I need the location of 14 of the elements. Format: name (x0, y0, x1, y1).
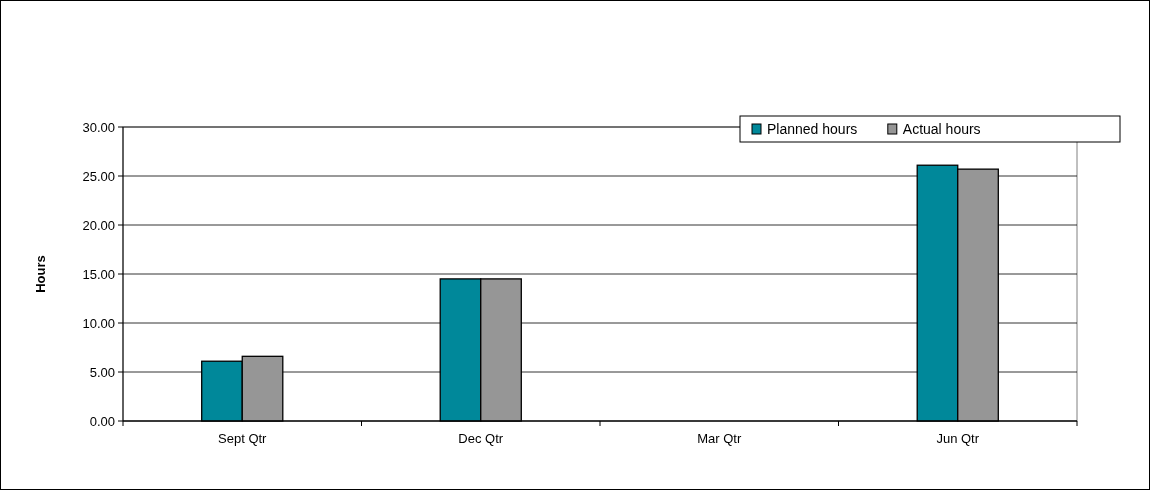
y-tick-label: 15.00 (82, 266, 115, 282)
y-tick-label: 30.00 (82, 119, 115, 135)
y-tick-label: 25.00 (82, 168, 115, 184)
y-tick-label: 0.00 (89, 413, 115, 429)
x-tick-label: Sept Qtr (218, 431, 268, 446)
x-tick-label: Jun Qtr (936, 431, 980, 446)
x-tick-label: Dec Qtr (458, 431, 504, 446)
y-tick-label: 10.00 (82, 315, 115, 331)
legend-label: Planned hours (767, 120, 858, 137)
x-tick-label: Mar Qtr (697, 431, 742, 446)
legend-label: Actual hours (902, 120, 981, 137)
y-tick-label: 20.00 (82, 217, 115, 233)
y-axis-title: Hours (33, 255, 48, 293)
y-tick-label: 5.00 (89, 364, 115, 380)
